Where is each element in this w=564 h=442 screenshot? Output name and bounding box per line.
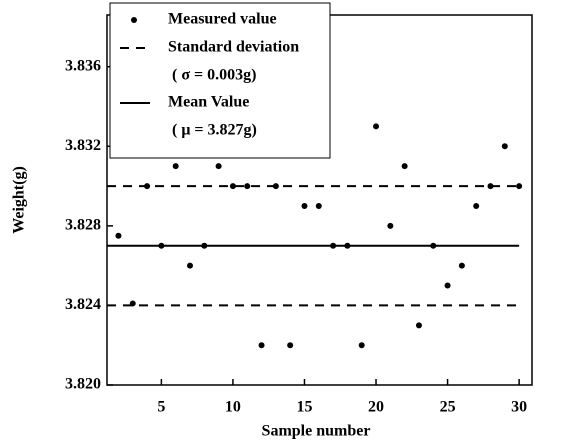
legend-note: ( σ = 0.003g) (172, 67, 256, 84)
data-point (415, 322, 422, 329)
x-tick-label: 20 (368, 399, 384, 416)
legend-box (109, 2, 331, 159)
y-tick-label: 3.824 (65, 296, 101, 313)
y-axis-label: Weight(g) (11, 166, 28, 234)
data-point (287, 342, 294, 349)
data-point (387, 222, 394, 229)
x-tick-label: 5 (157, 399, 165, 416)
data-point (358, 342, 365, 349)
data-point (458, 262, 465, 269)
data-point (473, 202, 480, 209)
y-tick-label: 3.832 (65, 137, 101, 154)
x-tick-label: 25 (440, 399, 456, 416)
data-point (444, 282, 451, 289)
data-point (172, 163, 179, 170)
x-tick-label: 15 (296, 399, 312, 416)
data-point (501, 143, 508, 150)
data-point (315, 202, 322, 209)
legend-note: ( μ = 3.827g) (172, 122, 257, 139)
data-point (115, 232, 122, 239)
y-tick-label: 3.836 (65, 57, 101, 74)
data-point (215, 163, 222, 170)
data-point (516, 183, 523, 190)
x-axis-label: Sample number (262, 423, 371, 440)
data-point (258, 342, 265, 349)
legend-marker (131, 17, 137, 23)
y-tick-label: 3.828 (65, 217, 101, 234)
y-tick-label: 3.820 (65, 376, 101, 393)
data-point (186, 262, 193, 269)
data-point (244, 183, 251, 190)
data-point (301, 202, 308, 209)
data-point (401, 163, 408, 170)
legend-label: Measured value (168, 11, 277, 28)
legend-label: Standard deviation (168, 39, 299, 56)
x-tick-label: 10 (225, 399, 241, 416)
x-tick-label: 30 (511, 399, 527, 416)
data-point (229, 183, 236, 190)
legend-label: Mean Value (168, 94, 249, 111)
data-point (373, 123, 380, 130)
data-point (487, 183, 494, 190)
